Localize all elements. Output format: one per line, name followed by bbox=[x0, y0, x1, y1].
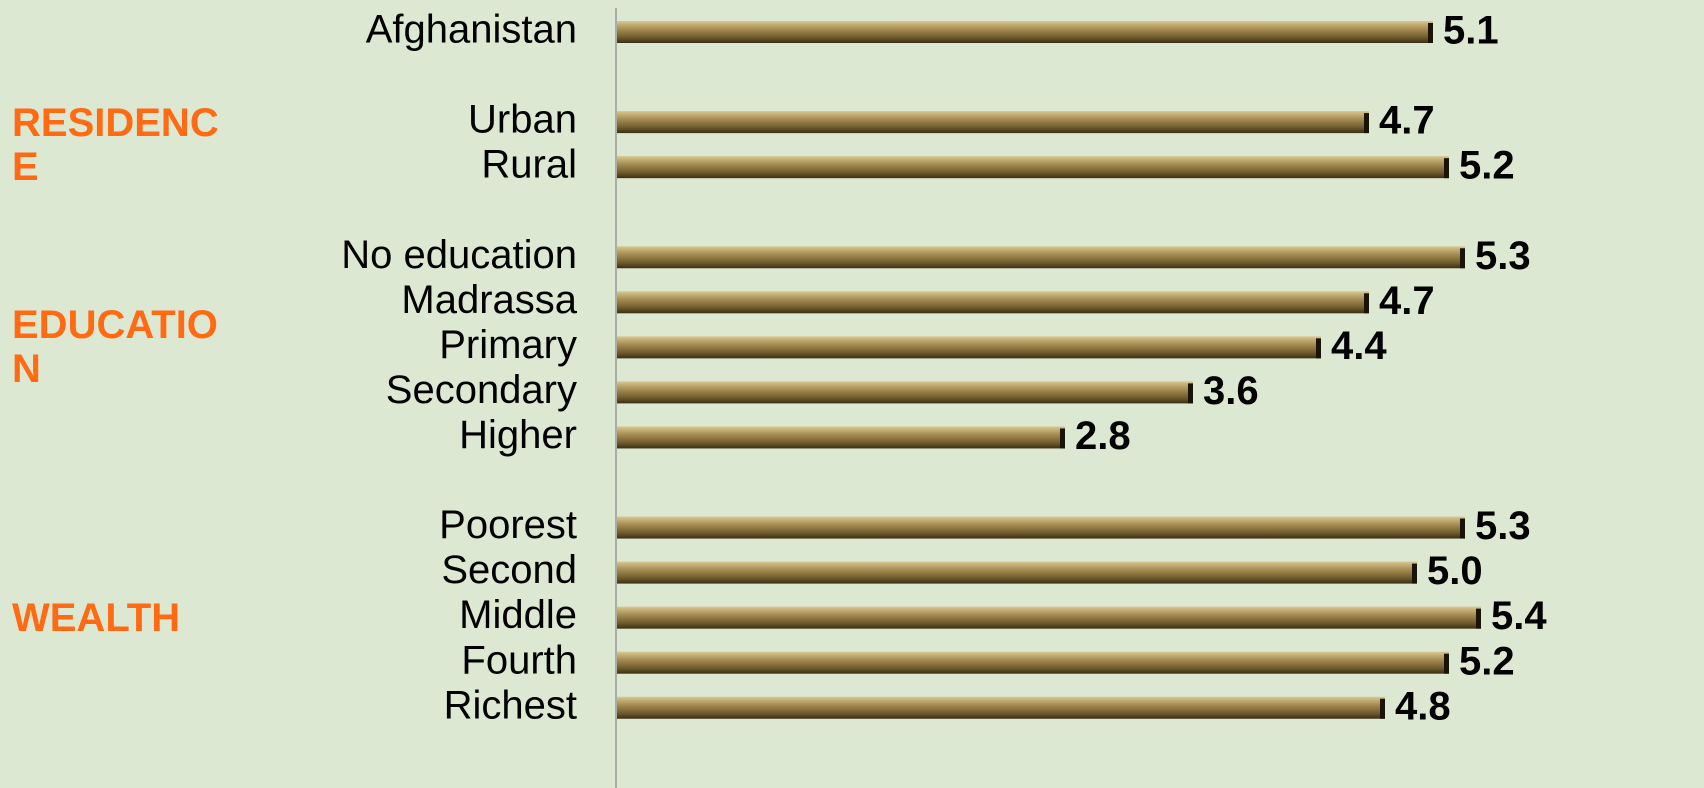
category-label: Richest bbox=[444, 683, 577, 727]
value-label: 4.7 bbox=[1379, 99, 1435, 143]
category-label: Afghanistan bbox=[366, 8, 577, 52]
category-label: No education bbox=[341, 233, 577, 277]
bar bbox=[617, 516, 1465, 539]
category-label: Primary bbox=[439, 323, 577, 367]
bar bbox=[617, 156, 1449, 179]
bar-end bbox=[1444, 158, 1449, 179]
value-label: 5.1 bbox=[1443, 9, 1499, 53]
value-label: 5.0 bbox=[1427, 549, 1483, 593]
bar-end bbox=[1460, 518, 1465, 539]
bar bbox=[617, 696, 1385, 719]
category-label: Secondary bbox=[386, 368, 577, 412]
bar-end bbox=[1412, 563, 1417, 584]
value-label: 5.2 bbox=[1459, 144, 1515, 188]
value-label: 3.6 bbox=[1203, 369, 1259, 413]
bar-end bbox=[1364, 113, 1369, 134]
bar bbox=[617, 426, 1065, 449]
category-label: Second bbox=[441, 548, 577, 592]
bar bbox=[617, 111, 1369, 134]
bar bbox=[617, 606, 1481, 629]
value-label: 2.8 bbox=[1075, 414, 1131, 458]
bar bbox=[617, 381, 1193, 404]
value-label: 5.3 bbox=[1475, 504, 1531, 548]
bar-end bbox=[1476, 608, 1481, 629]
category-label: Higher bbox=[459, 413, 577, 457]
bar bbox=[617, 561, 1417, 584]
category-label: Rural bbox=[481, 143, 577, 187]
category-label: Middle bbox=[459, 593, 577, 637]
group-label: WEALTH bbox=[12, 595, 181, 640]
bar-end bbox=[1444, 653, 1449, 674]
bar-end bbox=[1380, 698, 1385, 719]
value-label: 4.4 bbox=[1331, 324, 1387, 368]
bar bbox=[617, 21, 1433, 43]
bar-end bbox=[1188, 383, 1193, 404]
category-label: Urban bbox=[468, 98, 577, 142]
value-label: 5.2 bbox=[1459, 639, 1515, 683]
bar-end bbox=[1060, 428, 1065, 449]
value-label: 5.4 bbox=[1491, 594, 1547, 638]
value-label: 4.8 bbox=[1395, 684, 1451, 728]
value-label: 4.7 bbox=[1379, 279, 1435, 323]
category-label: Fourth bbox=[461, 638, 577, 682]
bar bbox=[617, 246, 1465, 269]
bar bbox=[617, 291, 1369, 314]
category-label: Madrassa bbox=[401, 278, 577, 322]
value-label: 5.3 bbox=[1475, 234, 1531, 278]
category-label: Poorest bbox=[439, 503, 577, 547]
group-label: EDUCATION bbox=[12, 303, 218, 392]
bar-end bbox=[1316, 338, 1321, 359]
bar bbox=[617, 336, 1321, 359]
group-label: RESIDENCE bbox=[12, 100, 219, 189]
bar-end bbox=[1364, 293, 1369, 314]
bar-end bbox=[1428, 23, 1433, 43]
bar-end bbox=[1460, 248, 1465, 269]
bar bbox=[617, 651, 1449, 674]
